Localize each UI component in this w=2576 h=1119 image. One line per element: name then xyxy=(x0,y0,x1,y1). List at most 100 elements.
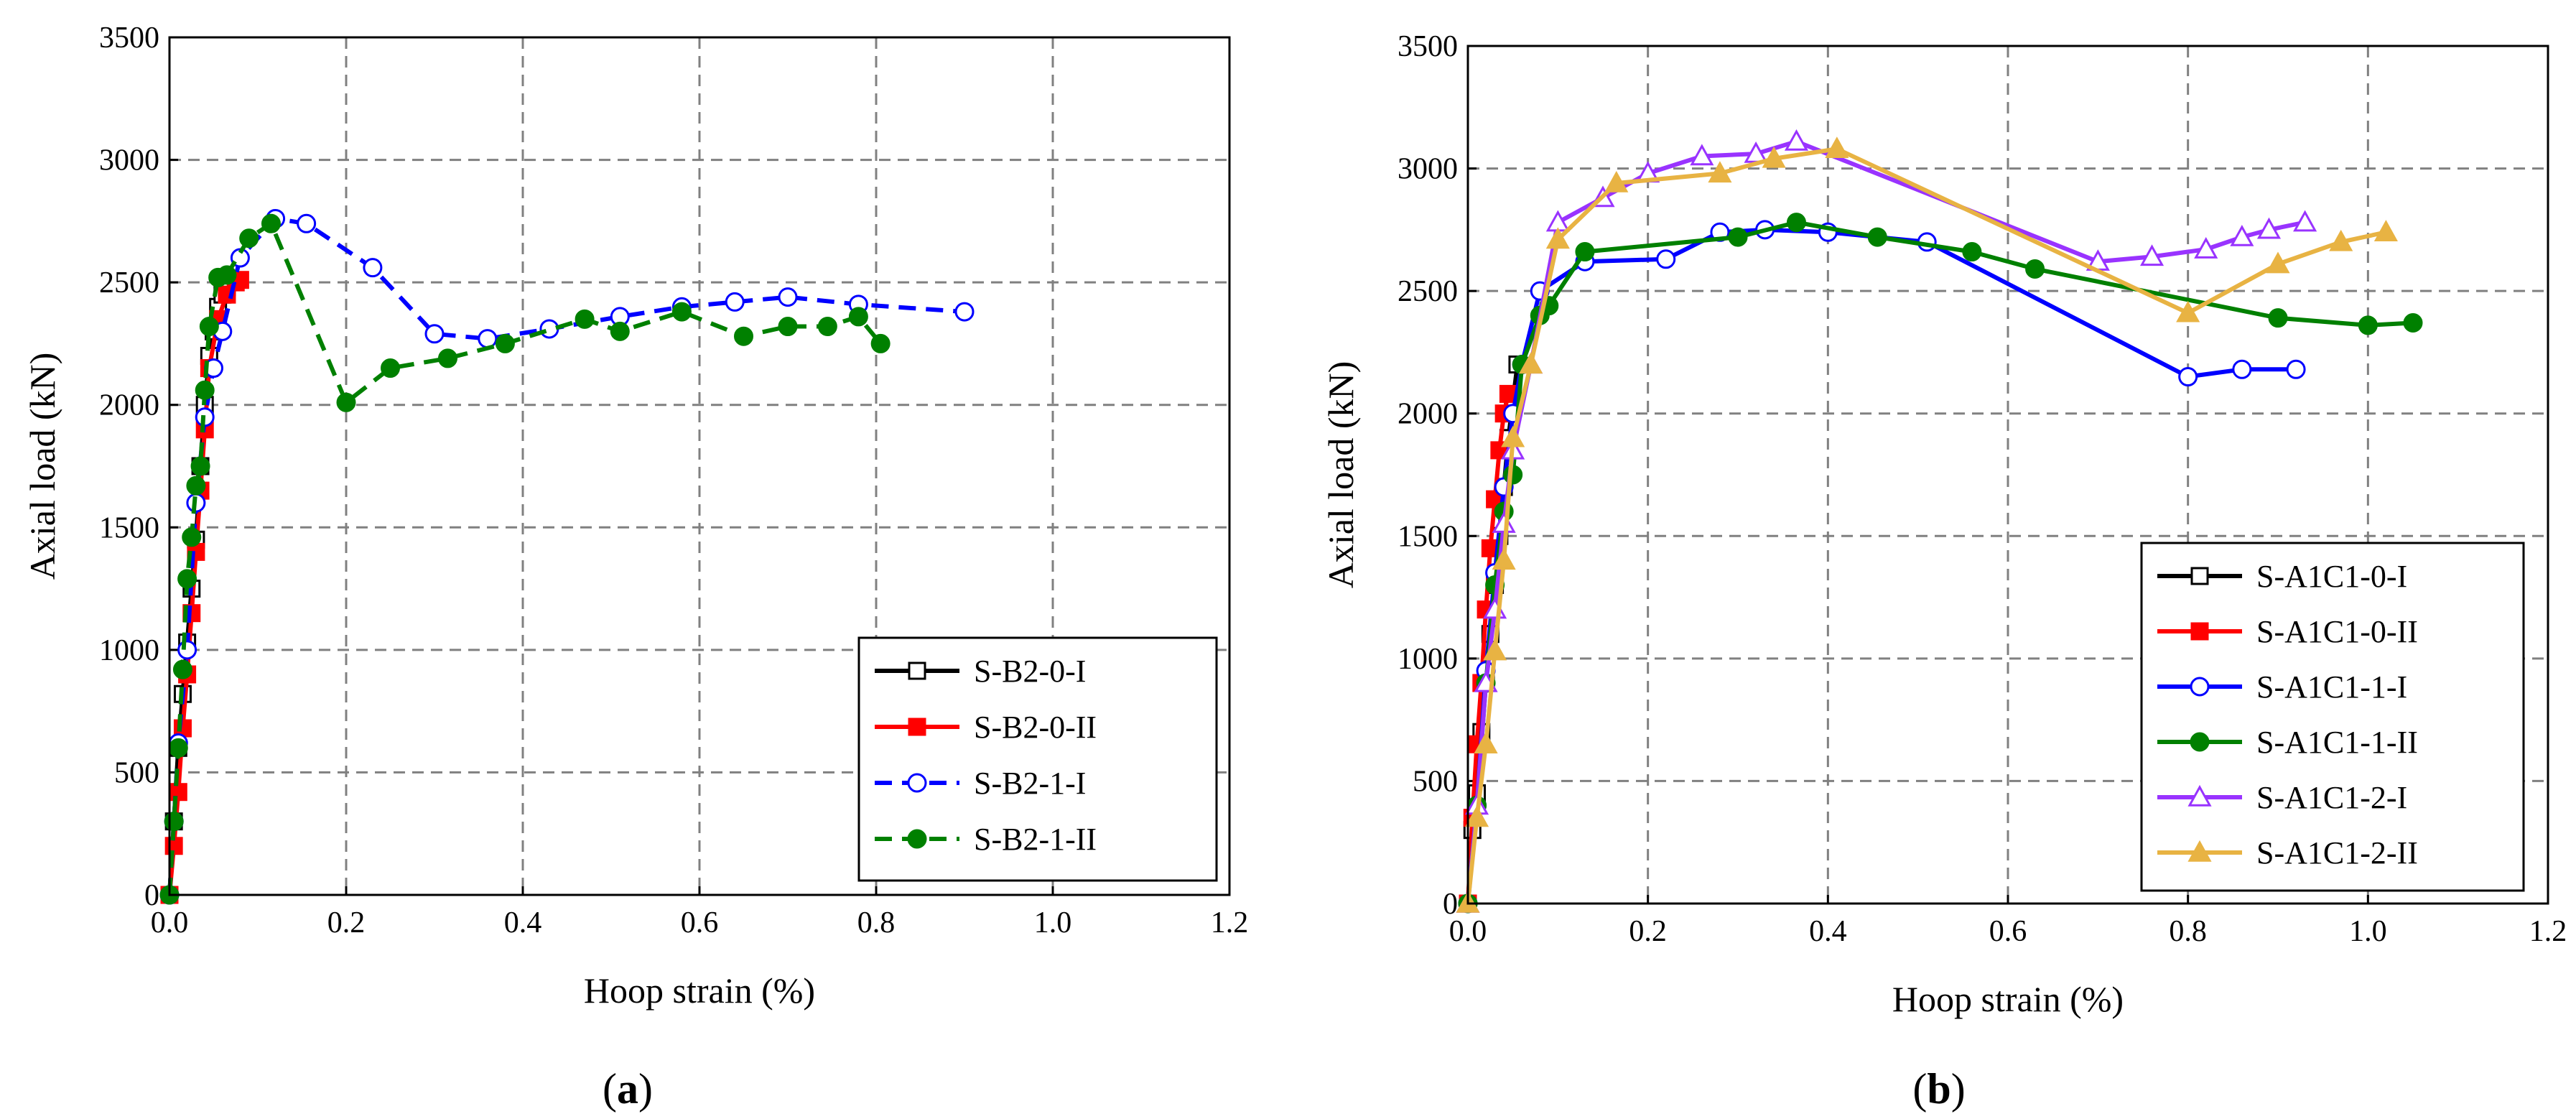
data-point xyxy=(2293,210,2317,232)
x-tick-label: 0.2 xyxy=(327,906,366,939)
data-point xyxy=(1762,146,1786,168)
legend: S-B2-0-I S-B2-0-II S-B2-1-I S-B2-1-II xyxy=(857,636,1218,882)
data-point xyxy=(954,302,975,322)
data-point xyxy=(186,475,206,496)
x-tick-label: 0.6 xyxy=(1989,915,2027,948)
series-S-A1C1-2-II xyxy=(1456,136,2398,913)
x-tick-label: 1.2 xyxy=(2529,915,2567,948)
legend-label: S-A1C1-1-I xyxy=(2256,669,2407,705)
legend-label: S-A1C1-2-II xyxy=(2256,835,2418,870)
data-point xyxy=(2139,244,2165,266)
data-point xyxy=(2286,359,2306,379)
y-tick-label: 3000 xyxy=(99,144,159,177)
y-axis-title: Axial load (kN) xyxy=(1321,361,1361,589)
x-axis-title: Hoop strain (%) xyxy=(584,970,815,1011)
x-axis-title: Hoop strain (%) xyxy=(1892,979,2124,1019)
data-point xyxy=(297,213,317,233)
data-point xyxy=(1604,170,1629,192)
data-point xyxy=(2176,300,2200,322)
data-point xyxy=(778,287,798,307)
legend-swatch-marker xyxy=(908,718,926,736)
data-point xyxy=(195,380,215,400)
data-point xyxy=(1784,129,1809,151)
data-point xyxy=(217,265,237,285)
data-point xyxy=(2373,220,2398,241)
data-point xyxy=(169,783,187,802)
data-point xyxy=(1728,227,1748,247)
chart-panel-a: 0.0 0.2 0.4 0.6 0.8 1.0 1.2 0 500 1000 1500 2000 250… xyxy=(22,22,1248,1113)
data-point xyxy=(1867,227,1887,247)
panel-label: (a) xyxy=(603,1065,653,1113)
y-tick-label: 500 xyxy=(114,756,159,789)
data-point xyxy=(182,527,202,547)
legend-swatch-marker xyxy=(907,773,927,793)
data-point xyxy=(177,640,197,660)
data-point xyxy=(734,326,753,346)
legend-swatch-marker xyxy=(907,829,927,849)
y-tick-label: 1500 xyxy=(99,511,159,544)
legend-label: S-B2-0-II xyxy=(974,710,1097,745)
data-point xyxy=(1656,249,1676,269)
y-tick-label: 2000 xyxy=(1398,398,1458,431)
data-point xyxy=(1690,144,1714,166)
data-point xyxy=(190,456,210,476)
data-point xyxy=(1464,805,1489,827)
data-point xyxy=(1519,352,1543,374)
legend-label: S-A1C1-0-I xyxy=(2256,559,2407,594)
data-point xyxy=(1492,548,1516,570)
x-tick-label: 0.4 xyxy=(1809,915,1847,948)
x-tick-label: 0.8 xyxy=(857,906,896,939)
data-point xyxy=(2194,237,2218,259)
data-point xyxy=(2266,251,2290,274)
x-tick-label: 0.4 xyxy=(504,906,542,939)
data-point xyxy=(1501,425,1525,447)
legend: S-A1C1-0-I S-A1C1-0-II S-A1C1-1-I S-A1C1-1-… xyxy=(2140,542,2525,892)
data-point xyxy=(239,228,259,249)
data-point xyxy=(1825,136,1849,158)
legend-swatch-marker xyxy=(2187,784,2212,807)
chart-panel-b: 0.0 0.2 0.4 0.6 0.8 1.0 1.2 0 500 1000 1500 2000 250… xyxy=(1321,30,2567,1113)
series-line xyxy=(1466,147,2387,904)
y-tick-label: 2500 xyxy=(1398,275,1458,308)
y-tick-label: 1500 xyxy=(1398,520,1458,553)
data-point xyxy=(437,348,457,368)
series-line xyxy=(167,221,883,896)
data-point xyxy=(1503,465,1523,485)
x-tick-label: 0.2 xyxy=(1629,915,1667,948)
x-tick-label: 0.8 xyxy=(2169,915,2207,948)
data-point xyxy=(1545,227,1570,249)
data-point xyxy=(2268,308,2288,328)
legend-swatch-marker xyxy=(2190,567,2209,585)
data-point xyxy=(2178,367,2198,387)
data-point xyxy=(1962,242,1982,262)
data-point xyxy=(817,317,837,337)
data-point xyxy=(2025,259,2045,279)
data-point xyxy=(2256,217,2282,239)
legend-swatch-marker xyxy=(2190,732,2210,752)
data-point xyxy=(495,333,515,353)
data-point xyxy=(478,329,498,349)
data-point xyxy=(575,309,595,329)
x-tick-label: 0.6 xyxy=(681,906,719,939)
data-point xyxy=(1474,732,1498,753)
data-point xyxy=(725,292,745,312)
data-point xyxy=(848,307,868,327)
data-point xyxy=(177,569,197,589)
x-tick-label: 0.0 xyxy=(1449,915,1487,948)
legend-label: S-B2-1-II xyxy=(974,822,1097,857)
y-tick-label: 3500 xyxy=(1398,30,1458,63)
legend-label: S-B2-0-I xyxy=(974,654,1086,689)
data-point xyxy=(539,319,559,339)
legend-label: S-A1C1-2-I xyxy=(2256,780,2407,815)
x-tick-label: 0.0 xyxy=(151,906,189,939)
y-tick-label: 1000 xyxy=(1398,643,1458,676)
y-tick-label: 1000 xyxy=(99,634,159,667)
y-tick-label: 2500 xyxy=(99,266,159,300)
legend-swatch-marker xyxy=(908,661,926,680)
data-point xyxy=(199,317,219,337)
plot-frame xyxy=(1466,45,2549,905)
data-point xyxy=(671,302,692,322)
legend-swatch-marker xyxy=(2190,677,2210,697)
data-point xyxy=(2232,359,2252,379)
